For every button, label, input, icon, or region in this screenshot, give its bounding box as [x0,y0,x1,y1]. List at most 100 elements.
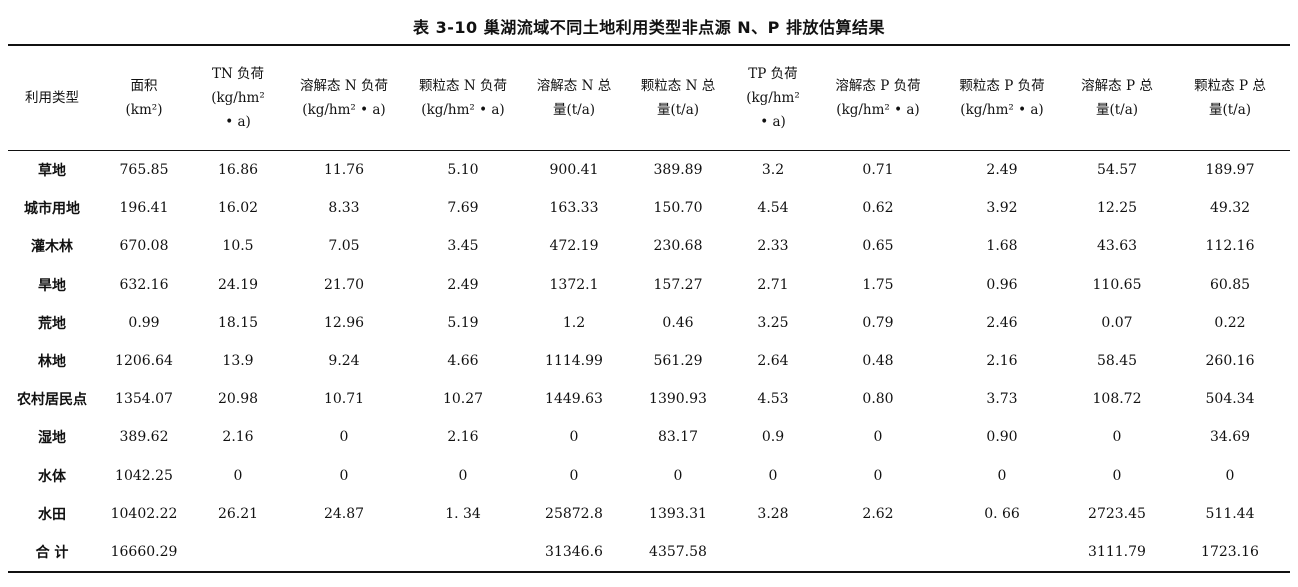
table-cell: 0 [339,429,349,446]
table-cell: 0 [1112,467,1122,484]
table-cell: 0 [339,467,349,484]
table-cell: 3.2 [761,162,785,179]
table-cell: 1372.1 [549,276,599,293]
land-use-type-cell: 合 计 [35,544,69,561]
table-row: 城市用地 196.41 16.02 8.33 7.69 163.33 150.70 4.54 0… [8,189,1290,227]
table-row: 旱地 632.16 24.19 21.70 2.49 1372.1 157.27 2.71 1.… [8,266,1290,304]
table-cell [404,533,522,572]
table-cell: 2.46 [986,314,1018,331]
table-title: 表 3-10 巢湖流域不同土地利用类型非点源 N、P 排放估算结果 [413,18,885,37]
table-cell: 3.73 [986,391,1018,408]
header-particulate-p-total: 颗粒态 P 总量(t/a) [1194,78,1266,118]
table-cell: 765.85 [119,162,169,179]
table-cell: 1.68 [986,238,1018,255]
table-cell: 1. 34 [445,505,481,522]
table-row: 水体 1042.25 0 0 0 0 0 0 0 0 0 0 [8,457,1290,495]
table-cell: 561.29 [653,353,703,370]
table-cell: 0.65 [862,238,894,255]
header-tn-load: TN 负荷 (kg/hm² • a) [211,66,265,130]
table-cell: 0 [997,467,1007,484]
table-cell [816,533,940,572]
table-cell: 54.57 [1096,162,1138,179]
table-cell: 34.69 [1209,429,1251,446]
table-cell: 389.62 [119,429,169,446]
table-cell: 4.53 [757,391,789,408]
results-table: 利用类型 面积 (km²) TN 负荷 (kg/hm² • a) 溶解态 N 负荷 (k… [8,44,1290,573]
table-cell: 1393.31 [649,505,707,522]
table-cell: 4.54 [757,200,789,217]
table-cell: 18.15 [217,314,259,331]
table-cell: 9.24 [328,353,360,370]
table-cell: 10.71 [323,391,365,408]
table-cell: 0 [569,467,579,484]
land-use-type-cell: 湿地 [38,430,66,447]
table-cell: 13.9 [222,353,254,370]
table-cell: 16.02 [217,200,259,217]
header-particulate-p-load: 颗粒态 P 负荷 (kg/hm² • a) [959,78,1045,118]
header-dissolved-n-total: 溶解态 N 总量(t/a) [536,78,612,118]
table-row: 合 计 16660.29 31346.6 4357.58 3111.79 1723.16 [8,533,1290,573]
header-dissolved-p-total: 溶解态 P 总量(t/a) [1081,78,1153,118]
table-cell: 60.85 [1209,276,1251,293]
table-cell: 43.63 [1096,238,1138,255]
table-cell: 2.16 [986,353,1018,370]
table-cell: 2.16 [222,429,254,446]
table-cell: 5.19 [447,314,479,331]
table-cell: 1.2 [562,314,586,331]
table-cell: 0 [458,467,468,484]
table-cell: 112.16 [1205,238,1255,255]
table-cell [284,533,404,572]
table-cell: 31346.6 [545,543,603,560]
table-cell: 0 [1112,429,1122,446]
table-cell [730,533,816,572]
table-cell: 21.70 [323,276,365,293]
table-cell: 0.99 [128,314,160,331]
table-cell: 0 [873,467,883,484]
header-land-use-type: 利用类型 [25,90,79,106]
land-use-type-cell: 林地 [38,354,66,371]
table-cell: 10402.22 [110,505,178,522]
table-cell: 0.90 [986,429,1018,446]
table-cell: 24.19 [217,276,259,293]
table-cell [940,533,1064,572]
table-cell: 150.70 [653,200,703,217]
header-area: 面积 (km²) [125,78,163,118]
table-cell: 1723.16 [1201,543,1259,560]
table-cell: 2.33 [757,238,789,255]
land-use-type-cell: 灌木林 [31,239,73,256]
table-cell: 1354.07 [115,391,173,408]
table-cell: 0.9 [761,429,785,446]
table-cell: 110.65 [1092,276,1142,293]
table-cell [192,533,284,572]
table-cell: 0 [233,467,243,484]
table-cell: 900.41 [549,162,599,179]
table-cell: 504.34 [1205,391,1255,408]
table-cell: 260.16 [1205,353,1255,370]
table-cell: 25872.8 [545,505,603,522]
header-dissolved-n-load: 溶解态 N 负荷 (kg/hm² • a) [300,78,388,118]
header-dissolved-p-load: 溶解态 P 负荷 (kg/hm² • a) [835,78,921,118]
land-use-type-cell: 城市用地 [24,201,80,218]
header-particulate-n-load: 颗粒态 N 负荷 (kg/hm² • a) [419,78,507,118]
table-body: 草地 765.85 16.86 11.76 5.10 900.41 389.89 3.2 0.7… [8,151,1290,573]
table-cell: 230.68 [653,238,703,255]
table-cell: 0.96 [986,276,1018,293]
table-cell: 196.41 [119,200,169,217]
table-cell: 0. 66 [984,505,1020,522]
table-cell: 1.75 [862,276,894,293]
table-cell: 189.97 [1205,162,1255,179]
table-row: 灌木林 670.08 10.5 7.05 3.45 472.19 230.68 2.33 0.6… [8,227,1290,265]
table-cell: 1114.99 [545,353,603,370]
table-cell: 11.76 [323,162,365,179]
table-cell: 0 [1225,467,1235,484]
table-cell: 511.44 [1205,505,1255,522]
land-use-type-cell: 水田 [38,506,66,523]
table-cell: 2.49 [986,162,1018,179]
table-cell: 3111.79 [1088,543,1146,560]
header-tp-load: TP 负荷 (kg/hm² • a) [746,66,800,130]
table-cell: 8.33 [328,200,360,217]
table-cell: 163.33 [549,200,599,217]
table-cell: 3.45 [447,238,479,255]
table-cell: 0.80 [862,391,894,408]
